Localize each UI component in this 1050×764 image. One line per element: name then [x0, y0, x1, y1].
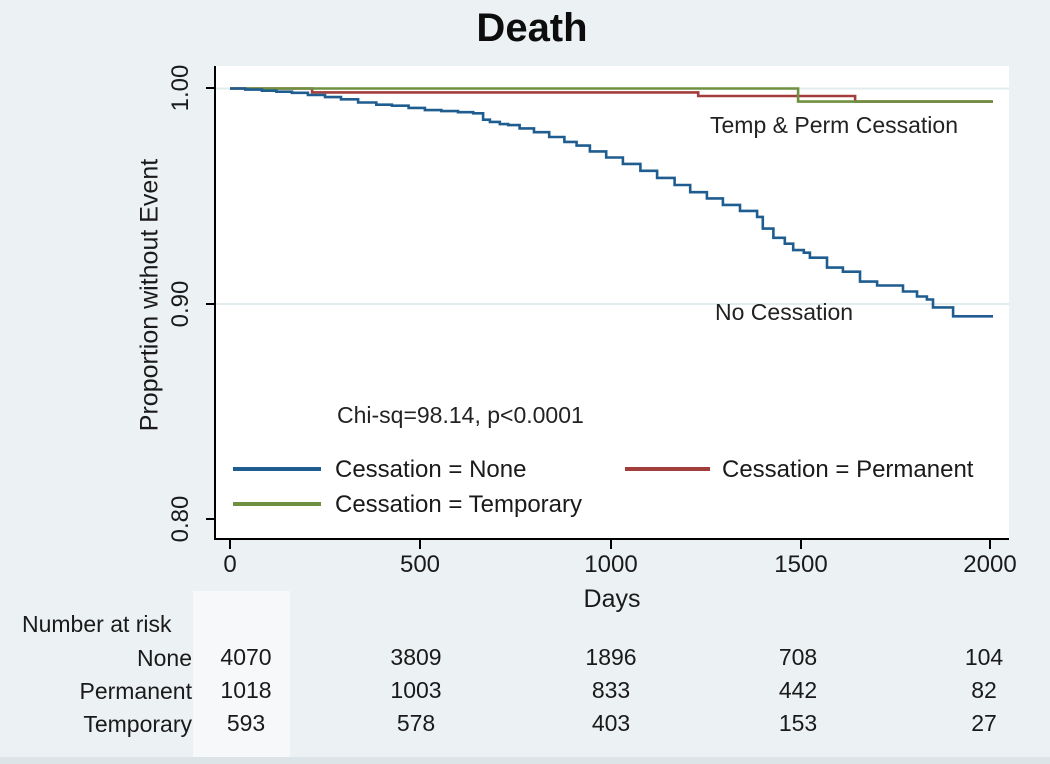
risk-value: 578 — [396, 710, 436, 736]
y-tick-mark-0.80 — [206, 518, 216, 520]
annotation-chi-square: Chi-sq=98.14, p<0.0001 — [337, 402, 584, 428]
plot-area — [214, 66, 1009, 540]
legend-swatch-temporary — [233, 502, 321, 506]
legend-label-permanent: Cessation = Permanent — [722, 456, 974, 483]
x-tick-mark-0 — [229, 540, 231, 549]
risk-value: 403 — [591, 710, 631, 736]
annotation-no-cessation: No Cessation — [715, 299, 854, 325]
x-tick-mark-2000 — [989, 540, 991, 549]
risk-value: 153 — [778, 710, 818, 736]
legend-swatch-permanent — [625, 467, 710, 471]
risk-value: 442 — [778, 677, 818, 703]
x-tick-label: 500 — [399, 551, 441, 578]
risk-value: 833 — [591, 677, 631, 703]
x-axis-title: Days — [583, 585, 641, 613]
risk-value: 1896 — [585, 644, 637, 670]
annotation-temp-perm-cessation: Temp & Perm Cessation — [710, 112, 958, 138]
x-tick-mark-1000 — [610, 540, 612, 549]
y-tick-mark-1.00 — [206, 87, 216, 89]
km-curve-none — [230, 87, 993, 318]
km-curve-temporary — [230, 87, 993, 103]
legend-swatch-none — [233, 467, 321, 471]
risk-row-label-temporary: Temporary — [83, 711, 192, 737]
risk-value: 104 — [964, 644, 1004, 670]
x-tick-mark-500 — [419, 540, 421, 549]
risk-row-label-permanent: Permanent — [79, 678, 192, 704]
risk-value: 1003 — [390, 677, 442, 703]
km-curves-canvas — [216, 87, 1009, 318]
risk-value: 27 — [971, 710, 997, 736]
risk-table-title: Number at risk — [22, 611, 172, 637]
y-tick-label: 0.80 — [167, 495, 194, 543]
y-tick-mark-0.90 — [206, 303, 216, 305]
legend-label-none: Cessation = None — [335, 456, 527, 483]
figure-bottom-edge — [0, 757, 1050, 764]
x-tick-label: 1000 — [584, 551, 638, 578]
risk-row-label-none: None — [137, 645, 192, 671]
x-tick-label: 2000 — [963, 551, 1017, 578]
risk-table-highlight-band — [193, 591, 290, 764]
risk-value: 4070 — [220, 644, 272, 670]
x-tick-label: 0 — [223, 551, 237, 578]
chart-title: Death — [476, 6, 588, 50]
risk-value: 3809 — [390, 644, 442, 670]
risk-value: 82 — [971, 677, 997, 703]
x-tick-mark-1500 — [800, 540, 802, 549]
legend-label-temporary: Cessation = Temporary — [335, 491, 583, 518]
risk-value: 1018 — [220, 677, 272, 703]
risk-value: 708 — [778, 644, 818, 670]
y-axis-title: Proportion without Event — [135, 158, 164, 432]
x-tick-label: 1500 — [774, 551, 828, 578]
risk-value: 593 — [226, 710, 266, 736]
y-tick-label: 1.00 — [167, 64, 194, 112]
y-tick-label: 0.90 — [167, 280, 194, 328]
